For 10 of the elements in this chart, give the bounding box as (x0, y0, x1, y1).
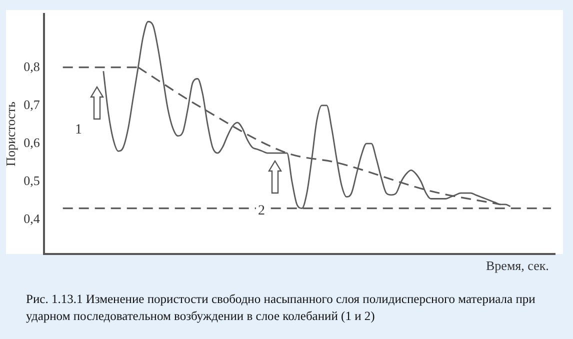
y-tick-label: 0,5 (24, 173, 40, 188)
text: Рис. 1.13.1 Изменение пористости свободно насыпанного слоя полидисперсного материала при ударном последовательном возбуждении в слое колебаний (1 и 2) (26, 291, 536, 325)
y-tick-label: 0,6 (24, 134, 40, 150)
y-axis-title: Пористость (3, 102, 18, 166)
y-tick-label: 0,8 (24, 58, 40, 74)
text: 1 (75, 122, 82, 138)
x-axis-title: Время, сек. (486, 258, 549, 274)
annotation: 2 (258, 204, 265, 219)
y-tick-label: 0,7 (24, 96, 40, 112)
y-tick-label: 0,4 (24, 211, 40, 226)
